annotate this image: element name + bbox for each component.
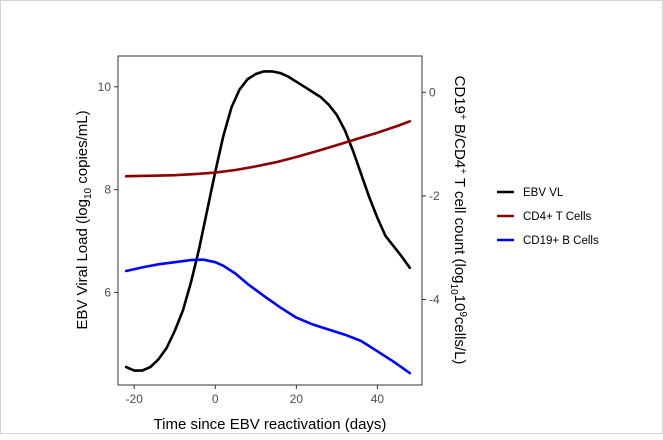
- y-right-tick-label: -2: [429, 189, 440, 203]
- legend-label-0: EBV VL: [523, 187, 564, 199]
- y-right-tick-label: -4: [429, 293, 440, 307]
- y-axis-right: -4 -2 0: [422, 85, 440, 307]
- y-axis-left-title: EBV Viral Load (log10 copies/mL): [74, 110, 94, 329]
- y-axis-right-title: CD19+ B/CD4+ T cell count (log10109cells…: [448, 76, 468, 365]
- x-tick-label: 40: [371, 392, 385, 406]
- x-tick-label: -20: [126, 392, 144, 406]
- legend: EBV VL CD4+ T Cells CD19+ B Cells: [497, 187, 599, 247]
- legend-label-2: CD19+ B Cells: [523, 235, 599, 247]
- series-line-2: [124, 258, 412, 375]
- x-axis-title: Time since EBV reactivation (days): [154, 416, 387, 433]
- series-line-1: [124, 120, 412, 178]
- series-line-0: [124, 70, 412, 372]
- y-right-tick-label: 0: [429, 85, 436, 99]
- x-tick-label: 20: [290, 392, 304, 406]
- series-layer: [124, 70, 412, 375]
- y-axis-left: 6 8 10: [98, 80, 118, 299]
- legend-label-1: CD4+ T Cells: [523, 211, 592, 223]
- y-left-tick-label: 6: [104, 285, 111, 299]
- plot-panel: [117, 55, 423, 386]
- x-axis: -20 0 20 40: [126, 385, 385, 406]
- y-left-tick-label: 10: [98, 80, 112, 94]
- y-left-tick-label: 8: [104, 183, 111, 197]
- x-tick-label: 0: [212, 392, 219, 406]
